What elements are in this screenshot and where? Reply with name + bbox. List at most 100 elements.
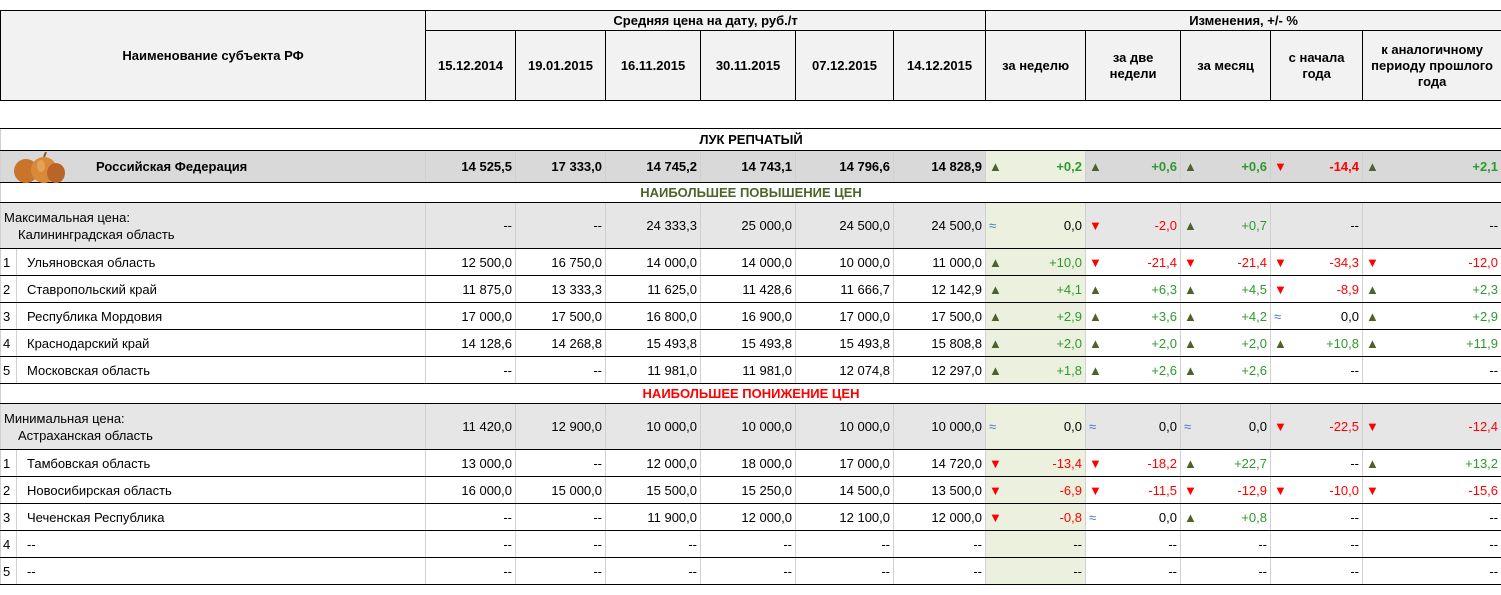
section-row: НАИБОЛЬШЕЕ ПОВЫШЕНИЕ ЦЕН — [0, 182, 1501, 203]
price-cell: 17 000,0 — [795, 302, 894, 330]
trend-icon: ▼ — [1184, 254, 1197, 270]
trend-icon: ≈ — [989, 419, 997, 434]
change-cell: -- — [1270, 557, 1363, 585]
extreme-caption: Максимальная цена: — [4, 209, 130, 225]
price-cell: 14 796,6 — [795, 150, 894, 183]
change-cell: ▲ +0,7 — [1180, 202, 1271, 249]
change-cell: ▼ -12,4 — [1361, 403, 1501, 450]
change-content: ▼ -12,9 — [1184, 483, 1267, 498]
section-title: ЛУК РЕПЧАТЫЙ — [0, 128, 1501, 151]
section-title: НАИБОЛЬШЕЕ ПОВЫШЕНИЕ ЦЕН — [0, 182, 1501, 203]
price-cell: -- — [515, 202, 606, 249]
region-row: 5 Московская область -- -- 11 981,0 11 981,0 1… — [0, 356, 1501, 384]
header-cell: 14.12.2015 — [893, 30, 987, 101]
change-value: +10,8 — [1326, 335, 1359, 351]
change-cell: ▼ -13,4 — [985, 449, 1086, 477]
region-row: 3 Республика Мордовия 17 000,0 17 500,0 16 8… — [0, 302, 1501, 330]
price-cell: 14 268,8 — [515, 329, 606, 357]
region-name: Астраханская область — [18, 427, 153, 443]
region-name: -- — [16, 557, 426, 585]
change-content: ▲ +0,2 — [989, 159, 1082, 174]
header-cell: 15.12.2014 — [425, 30, 517, 101]
change-cell: -- — [1361, 503, 1501, 531]
change-cell: -- — [1085, 557, 1181, 585]
trend-icon: ▼ — [989, 455, 1002, 471]
region-name: Калининградская область — [18, 226, 175, 242]
change-content: -- — [1184, 537, 1267, 552]
price-cell: 14 000,0 — [700, 248, 796, 276]
change-value: +6,3 — [1151, 281, 1177, 297]
change-cell: ≈0,0 — [1180, 403, 1271, 450]
change-value: -- — [1258, 536, 1267, 552]
price-cell: 25 000,0 — [700, 202, 796, 249]
price-cell: 15 250,0 — [700, 476, 796, 504]
change-value: -- — [1350, 563, 1359, 579]
region-row: 2 Новосибирская область 16 000,0 15 000,0 15… — [0, 476, 1501, 504]
change-content: ▲ +10,8 — [1274, 336, 1359, 351]
rank: 1 — [0, 248, 17, 276]
change-value: -14,4 — [1329, 159, 1359, 174]
price-cell: -- — [425, 503, 516, 531]
change-content: ▼ -13,4 — [989, 456, 1082, 471]
change-cell: -- — [985, 557, 1086, 585]
price-cell: 15 808,8 — [893, 329, 986, 357]
price-cell: 10 000,0 — [795, 403, 894, 450]
change-cell: -- — [1270, 202, 1363, 249]
change-value: +2,0 — [1241, 335, 1267, 351]
trend-icon: ▲ — [1366, 455, 1379, 471]
change-cell: ▲ +0,6 — [1085, 150, 1181, 183]
change-cell: -- — [1270, 530, 1363, 558]
trend-icon: ▲ — [1089, 362, 1102, 378]
rank: 4 — [0, 530, 17, 558]
change-value: +2,9 — [1056, 308, 1082, 324]
change-value: +2,1 — [1472, 159, 1499, 174]
price-cell: 24 333,3 — [605, 202, 701, 249]
change-content: ▲ +2,1 — [1366, 159, 1498, 174]
price-cell: 16 900,0 — [700, 302, 796, 330]
change-content: ▼ -21,4 — [1184, 255, 1267, 270]
header-cell: 19.01.2015 — [515, 30, 607, 101]
header-cell: за месяц — [1180, 30, 1272, 101]
trend-icon: ▲ — [1184, 455, 1197, 471]
change-value: +10,0 — [1049, 254, 1082, 270]
change-value: +4,2 — [1241, 308, 1267, 324]
trend-icon: ▼ — [1366, 419, 1379, 434]
rank: 2 — [0, 275, 17, 303]
change-content: ▼ -8,9 — [1274, 282, 1359, 297]
trend-icon: ▲ — [1184, 308, 1197, 324]
price-cell: 12 297,0 — [893, 356, 986, 384]
change-content: ≈0,0 — [1089, 510, 1177, 525]
price-cell: 11 981,0 — [700, 356, 796, 384]
change-value: +1,8 — [1056, 362, 1082, 378]
trend-icon: ▲ — [989, 308, 1002, 324]
price-cell: 14 128,6 — [425, 329, 516, 357]
change-content: ▲ +0,6 — [1089, 159, 1177, 174]
change-content: -- — [1274, 218, 1359, 233]
price-cell: 11 900,0 — [605, 503, 701, 531]
change-value: -12,0 — [1468, 254, 1499, 270]
change-content: ▼ -10,0 — [1274, 483, 1359, 498]
change-cell: ▲ +13,2 — [1361, 449, 1501, 477]
rank: 5 — [0, 356, 17, 384]
change-value: 0,0 — [1158, 419, 1177, 434]
change-cell: ▲ +11,9 — [1361, 329, 1501, 357]
change-value: -8,9 — [1336, 281, 1359, 297]
change-cell: ▲ +0,8 — [1180, 503, 1271, 531]
extreme-caption: Минимальная цена: — [4, 410, 125, 426]
price-cell: 11 420,0 — [425, 403, 516, 450]
trend-icon: ▲ — [1184, 362, 1197, 378]
change-content: ▲ +2,9 — [989, 309, 1082, 324]
price-cell: 10 000,0 — [605, 403, 701, 450]
extreme-row: Максимальная цена: Калининградская област… — [0, 202, 1501, 249]
change-cell: ▲ +2,6 — [1180, 356, 1271, 384]
rank: 4 — [0, 329, 17, 357]
change-value: -- — [1168, 563, 1177, 579]
trend-icon: ▲ — [1184, 218, 1197, 233]
trend-icon: ≈ — [1184, 419, 1192, 434]
region-name: Тамбовская область — [16, 449, 426, 477]
change-cell: ▲ +0,2 — [985, 150, 1086, 183]
change-cell: -- — [1270, 449, 1363, 477]
change-value: -- — [1073, 536, 1082, 552]
change-cell: ▲ +2,0 — [1085, 329, 1181, 357]
change-value: -34,3 — [1329, 254, 1359, 270]
